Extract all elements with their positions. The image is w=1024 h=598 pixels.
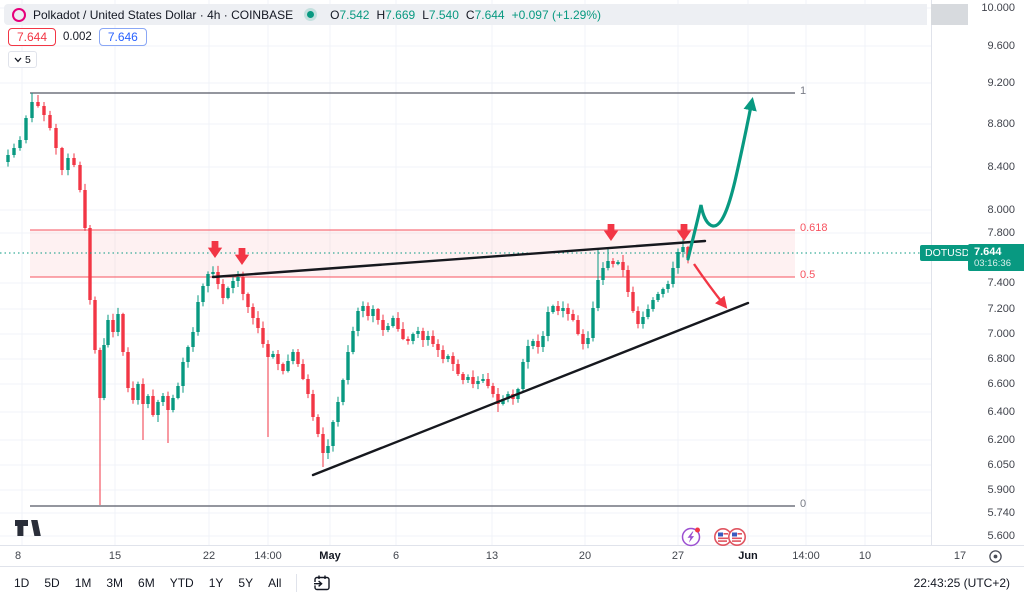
time-tick-label: 14:00 bbox=[254, 550, 282, 562]
bid-ask-row: 7.644 0.002 7.646 bbox=[8, 28, 147, 46]
time-tick-label: 6 bbox=[392, 550, 400, 562]
time-tick-label: Jun bbox=[738, 550, 758, 562]
price-tick-label: 5.600 bbox=[987, 530, 1015, 542]
lightning-event-icon[interactable] bbox=[681, 527, 701, 547]
goto-date-icon[interactable] bbox=[313, 574, 331, 592]
price-tick-label: 6.600 bbox=[987, 378, 1015, 390]
range-button-5y[interactable]: 5Y bbox=[238, 575, 254, 590]
chevron-down-icon bbox=[14, 57, 22, 62]
objects-count-widget[interactable]: 5 bbox=[8, 51, 37, 68]
price-tick-label: 9.200 bbox=[987, 77, 1015, 89]
last-price-value: 7.644 bbox=[974, 246, 1002, 258]
candlestick-chart[interactable] bbox=[0, 0, 931, 545]
down-arrow-marker[interactable] bbox=[676, 224, 692, 241]
down-arrow-marker[interactable] bbox=[234, 248, 250, 265]
range-button-3m[interactable]: 3M bbox=[106, 575, 124, 590]
range-button-ytd[interactable]: YTD bbox=[169, 575, 194, 590]
price-tick-label: 6.200 bbox=[987, 434, 1015, 446]
ohlc-values: O7.542 H7.669 L7.540 C7.644 +0.097 (+1.29%) bbox=[330, 7, 602, 22]
price-tick-label: 6.050 bbox=[987, 459, 1015, 471]
price-tick-label: 6.400 bbox=[987, 406, 1015, 418]
time-tick-label: 14:00 bbox=[792, 550, 820, 562]
economic-events-icons[interactable] bbox=[674, 522, 754, 552]
trendline[interactable] bbox=[311, 301, 750, 477]
chart-plot-area[interactable]: 1 0.618 0.5 0 Polkadot / United States Doll… bbox=[0, 0, 975, 547]
fib-level-label: 0.5 bbox=[800, 269, 816, 281]
date-range-buttons: 1D 5D 1M 3M 6M YTD 1Y 5Y All bbox=[14, 576, 296, 590]
price-tick-label: 6.800 bbox=[987, 353, 1015, 365]
price-tick-label: 7.800 bbox=[987, 227, 1015, 239]
down-arrow-marker[interactable] bbox=[603, 224, 619, 241]
bottom-toolbar: 1D 5D 1M 3M 6M YTD 1Y 5Y All 22:43:25 (UTC+2) bbox=[0, 566, 1024, 598]
spread-value: 0.002 bbox=[63, 31, 92, 43]
time-tick-label: 13 bbox=[485, 550, 499, 562]
fib-level-label: 0.618 bbox=[800, 222, 828, 234]
time-tick-label: 22 bbox=[202, 550, 216, 562]
candles-series[interactable] bbox=[6, 93, 690, 505]
time-tick-label: 20 bbox=[578, 550, 592, 562]
axis-header-shade bbox=[931, 4, 968, 25]
objects-count-value: 5 bbox=[25, 53, 31, 66]
market-status-icon[interactable] bbox=[307, 11, 315, 18]
time-tick-label: 27 bbox=[671, 550, 685, 562]
ask-price-button[interactable]: 7.646 bbox=[98, 28, 147, 46]
price-tick-label: 7.000 bbox=[987, 328, 1015, 340]
price-tick-label: 7.400 bbox=[987, 277, 1015, 289]
price-tick-label: 8.000 bbox=[987, 204, 1015, 216]
us-flag-events-icon[interactable] bbox=[713, 528, 746, 546]
fib-level-label: 1 bbox=[800, 85, 807, 97]
annotation-arrows[interactable] bbox=[207, 97, 757, 309]
timezone-settings-icon[interactable] bbox=[988, 549, 1003, 564]
price-axis[interactable]: 10.000 9.600 9.200 8.800 8.400 8.000 7.800 7.40… bbox=[931, 0, 1024, 545]
price-tick-label: 9.600 bbox=[987, 40, 1015, 52]
time-tick-label: 8 bbox=[14, 550, 22, 562]
breakdown-arrow[interactable] bbox=[693, 263, 728, 309]
price-tick-label: 7.200 bbox=[987, 303, 1015, 315]
last-price-badge: 7.644 03:16:36 bbox=[968, 244, 1024, 271]
price-tick-label: 10.000 bbox=[981, 2, 1015, 14]
range-button-6m[interactable]: 6M bbox=[138, 575, 155, 590]
toolbar-divider bbox=[296, 573, 298, 592]
tradingview-logo-icon[interactable] bbox=[13, 516, 43, 540]
polkadot-logo-icon bbox=[12, 7, 26, 22]
time-axis[interactable]: 8 15 22 14:00 May 6 13 20 27 Jun 14:00 10 17 bbox=[0, 545, 1024, 566]
range-button-all[interactable]: All bbox=[268, 575, 282, 590]
trendlines[interactable] bbox=[211, 239, 750, 477]
last-price-symbol-label: DOTUSD bbox=[920, 245, 975, 261]
fib-retracement-drawing[interactable] bbox=[30, 92, 795, 507]
price-tick-label: 8.400 bbox=[987, 161, 1015, 173]
price-tick-label: 5.900 bbox=[987, 484, 1015, 496]
range-button-5d[interactable]: 5D bbox=[44, 575, 60, 590]
projection-arrow[interactable] bbox=[686, 97, 757, 261]
symbol-header[interactable]: Polkadot / United States Dollar · 4h · C… bbox=[4, 4, 927, 25]
range-button-1m[interactable]: 1M bbox=[74, 575, 92, 590]
bid-price-button[interactable]: 7.644 bbox=[8, 28, 57, 46]
symbol-title[interactable]: Polkadot / United States Dollar · 4h · C… bbox=[33, 7, 294, 22]
bar-countdown: 03:16:36 bbox=[974, 258, 1011, 269]
price-tick-label: 5.740 bbox=[987, 507, 1015, 519]
time-tick-label: May bbox=[319, 550, 341, 562]
price-tick-label: 8.800 bbox=[987, 118, 1015, 130]
trendline[interactable] bbox=[211, 239, 707, 279]
down-arrow-marker[interactable] bbox=[207, 241, 223, 258]
change-value: +0.097 (+1.29%) bbox=[511, 7, 602, 22]
time-tick-label: 17 bbox=[953, 550, 967, 562]
time-tick-label: 10 bbox=[858, 550, 872, 562]
fib-level-label: 0 bbox=[800, 498, 807, 510]
clock-label[interactable]: 22:43:25 (UTC+2) bbox=[913, 575, 1010, 590]
range-button-1d[interactable]: 1D bbox=[14, 575, 30, 590]
range-button-1y[interactable]: 1Y bbox=[208, 575, 224, 590]
time-tick-label: 15 bbox=[108, 550, 122, 562]
